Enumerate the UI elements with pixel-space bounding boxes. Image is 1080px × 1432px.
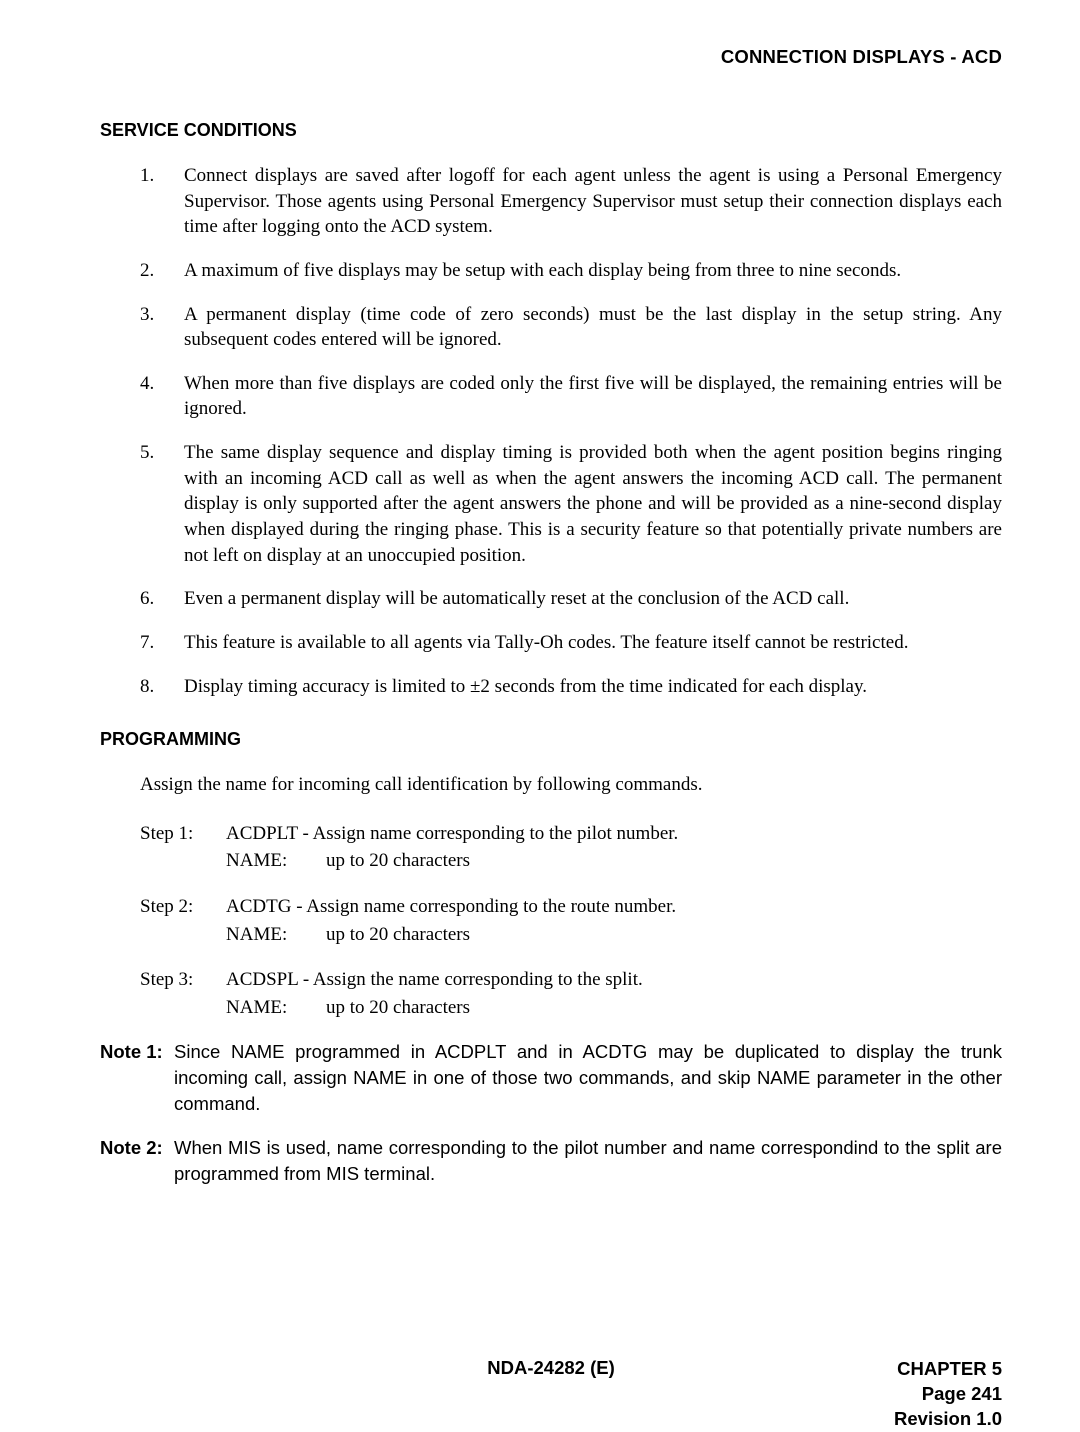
step-name-row: NAME: up to 20 characters — [226, 994, 1002, 1022]
service-conditions-list: 1. Connect displays are saved after logo… — [100, 163, 1002, 699]
programming-steps: Step 1: ACDPLT - Assign name correspondi… — [140, 820, 1002, 1021]
step-name-row: NAME: up to 20 characters — [226, 921, 1002, 949]
notes: Note 1: Since NAME programmed in ACDPLT … — [100, 1039, 1002, 1186]
programming-intro: Assign the name for incoming call identi… — [140, 772, 1002, 798]
list-number: 7. — [140, 630, 184, 656]
step-name-row: NAME: up to 20 characters — [226, 847, 1002, 875]
footer-chapter: CHAPTER 5 — [894, 1357, 1002, 1382]
note-body: When MIS is used, name corresponding to … — [174, 1135, 1002, 1187]
list-item: 2. A maximum of five displays may be set… — [140, 258, 1002, 284]
step-item: Step 3: ACDSPL - Assign the name corresp… — [140, 966, 1002, 1021]
list-item: 5. The same display sequence and display… — [140, 440, 1002, 568]
name-value: up to 20 characters — [326, 994, 470, 1022]
step-body: ACDSPL - Assign the name corresponding t… — [226, 966, 1002, 1021]
note-label: Note 1: — [100, 1039, 174, 1117]
list-text: The same display sequence and display ti… — [184, 440, 1002, 568]
footer-revision: Revision 1.0 — [894, 1407, 1002, 1432]
list-text: Connect displays are saved after logoff … — [184, 163, 1002, 240]
list-number: 3. — [140, 302, 184, 353]
name-label: NAME: — [226, 921, 326, 949]
footer-page: Page 241 — [894, 1382, 1002, 1407]
list-item: 7. This feature is available to all agen… — [140, 630, 1002, 656]
list-item: 3. A permanent display (time code of zer… — [140, 302, 1002, 353]
step-line: ACDTG - Assign name corresponding to the… — [226, 893, 1002, 921]
list-item: 8. Display timing accuracy is limited to… — [140, 674, 1002, 700]
list-number: 8. — [140, 674, 184, 700]
list-item: 4. When more than five displays are code… — [140, 371, 1002, 422]
document-page: CONNECTION DISPLAYS - ACD SERVICE CONDIT… — [0, 0, 1080, 1397]
list-text: This feature is available to all agents … — [184, 630, 1002, 656]
section-heading-programming: PROGRAMMING — [100, 729, 1002, 750]
section-heading-service-conditions: SERVICE CONDITIONS — [100, 120, 1002, 141]
name-label: NAME: — [226, 847, 326, 875]
step-item: Step 2: ACDTG - Assign name correspondin… — [140, 893, 1002, 948]
list-text: Display timing accuracy is limited to ±2… — [184, 674, 1002, 700]
list-number: 2. — [140, 258, 184, 284]
footer-right: CHAPTER 5 Page 241 Revision 1.0 — [894, 1357, 1002, 1432]
list-number: 1. — [140, 163, 184, 240]
list-text: Even a permanent display will be automat… — [184, 586, 1002, 612]
step-label: Step 3: — [140, 966, 226, 1021]
list-item: 1. Connect displays are saved after logo… — [140, 163, 1002, 240]
step-body: ACDPLT - Assign name corresponding to th… — [226, 820, 1002, 875]
note-item: Note 2: When MIS is used, name correspon… — [100, 1135, 1002, 1187]
list-number: 6. — [140, 586, 184, 612]
step-line: ACDPLT - Assign name corresponding to th… — [226, 820, 1002, 848]
footer-center: NDA-24282 (E) — [100, 1357, 1002, 1379]
step-item: Step 1: ACDPLT - Assign name correspondi… — [140, 820, 1002, 875]
step-line: ACDSPL - Assign the name corresponding t… — [226, 966, 1002, 994]
list-text: A permanent display (time code of zero s… — [184, 302, 1002, 353]
name-label: NAME: — [226, 994, 326, 1022]
note-body: Since NAME programmed in ACDPLT and in A… — [174, 1039, 1002, 1117]
page-header: CONNECTION DISPLAYS - ACD — [100, 46, 1002, 68]
name-value: up to 20 characters — [326, 847, 470, 875]
step-label: Step 2: — [140, 893, 226, 948]
list-text: When more than five displays are coded o… — [184, 371, 1002, 422]
list-item: 6. Even a permanent display will be auto… — [140, 586, 1002, 612]
step-body: ACDTG - Assign name corresponding to the… — [226, 893, 1002, 948]
list-number: 4. — [140, 371, 184, 422]
list-number: 5. — [140, 440, 184, 568]
note-item: Note 1: Since NAME programmed in ACDPLT … — [100, 1039, 1002, 1117]
step-label: Step 1: — [140, 820, 226, 875]
list-text: A maximum of five displays may be setup … — [184, 258, 1002, 284]
note-label: Note 2: — [100, 1135, 174, 1187]
name-value: up to 20 characters — [326, 921, 470, 949]
